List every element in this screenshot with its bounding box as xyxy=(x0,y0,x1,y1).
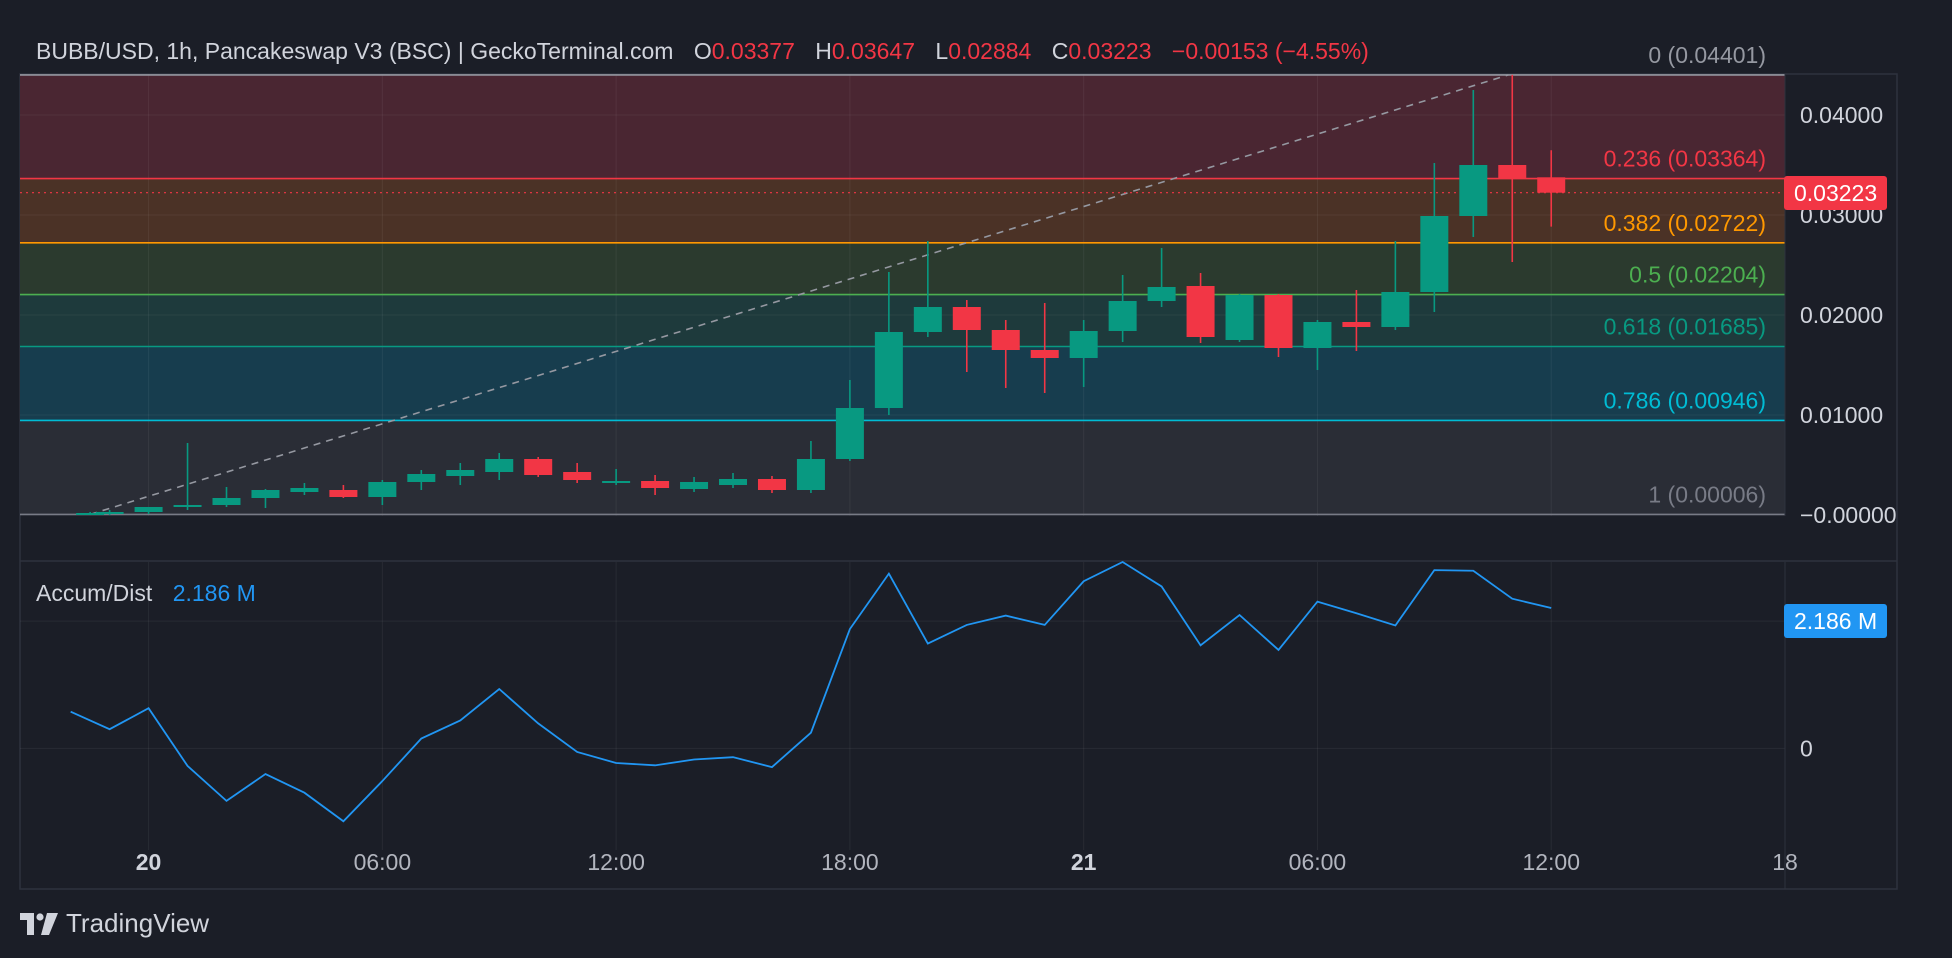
indicator-name: Accum/Dist xyxy=(36,580,153,606)
candle-body xyxy=(134,507,163,512)
time-axis[interactable]: 20 06:00 12:00 18:00 21 06:00 12:00 18 xyxy=(136,849,1798,875)
fib-level-label: 0.618 (0.01685) xyxy=(1604,314,1766,340)
candle-body xyxy=(290,488,319,492)
time-axis-label: 18 xyxy=(1772,849,1798,875)
candle-body xyxy=(680,482,709,489)
candle-body xyxy=(524,459,553,475)
time-axis-label: 21 xyxy=(1071,849,1097,875)
candle-body xyxy=(485,459,514,472)
candle-body xyxy=(1225,295,1254,340)
candle-body xyxy=(1069,331,1098,358)
candle-body xyxy=(602,481,631,483)
candle-body xyxy=(329,490,358,497)
candle-body xyxy=(952,307,981,330)
candle-body xyxy=(796,459,825,490)
time-axis-label: 06:00 xyxy=(354,849,412,875)
candle-body xyxy=(1342,322,1371,327)
indicator-axis-label: 0 xyxy=(1800,735,1813,761)
candle-body xyxy=(212,498,241,505)
price-axis-label: 0.04000 xyxy=(1800,102,1883,128)
open-label: O xyxy=(693,38,712,64)
fib-level-label: 0.5 (0.02204) xyxy=(1629,262,1766,288)
candle-body xyxy=(835,408,864,459)
candle-body xyxy=(1459,165,1488,216)
candle-body xyxy=(757,479,786,490)
candle-body xyxy=(563,472,592,480)
candle-body xyxy=(173,505,202,507)
candle-body xyxy=(1498,165,1527,178)
candle-body xyxy=(1264,295,1293,348)
symbol-title: BUBB/USD, 1h, Pancakeswap V3 (BSC) | Gec… xyxy=(36,38,674,64)
fib-zone xyxy=(20,178,1785,243)
fib-level-label: 0 (0.04401) xyxy=(1648,42,1766,68)
candle-body xyxy=(641,481,670,488)
candle-body xyxy=(1108,301,1137,331)
indicator-value-badge: 2.186 M xyxy=(1784,604,1888,639)
candle-body xyxy=(991,330,1020,350)
high-label: H xyxy=(815,38,832,64)
fib-zone xyxy=(20,420,1785,515)
fib-level-label: 0.236 (0.03364) xyxy=(1604,146,1766,172)
time-axis-label: 06:00 xyxy=(1289,849,1347,875)
close-value: 0.03223 xyxy=(1068,38,1152,64)
price-pane[interactable]: 0 (0.04401) 0.236 (0.03364) 0.382 (0.02722… xyxy=(20,42,1897,562)
candle-body xyxy=(913,307,942,332)
time-axis-label: 18:00 xyxy=(821,849,879,875)
price-axis-label: 0.02000 xyxy=(1800,302,1883,328)
indicator-legend: Accum/Dist 2.186 M xyxy=(36,580,256,607)
candle-body xyxy=(719,479,748,485)
indicator-pane[interactable]: 0 xyxy=(20,560,1813,889)
fib-level-label: 0.382 (0.02722) xyxy=(1604,210,1766,236)
indicator-value: 2.186 M xyxy=(172,580,256,606)
time-axis-label: 12:00 xyxy=(587,849,645,875)
candle-body xyxy=(407,474,436,482)
candle-body xyxy=(76,513,105,515)
candle-body xyxy=(95,512,124,514)
accum-dist-line xyxy=(70,560,1552,823)
low-value: 0.02884 xyxy=(948,38,1032,64)
time-axis-label: 12:00 xyxy=(1522,849,1580,875)
open-value: 0.03377 xyxy=(711,38,795,64)
price-change: −0.00153 (−4.55%) xyxy=(1171,38,1369,64)
low-label: L xyxy=(935,38,949,64)
last-price-badge: 0.03223 xyxy=(1784,175,1888,210)
fib-zone xyxy=(20,242,1785,295)
high-value: 0.03647 xyxy=(831,38,916,64)
fib-trend-line xyxy=(89,74,1509,516)
chart-legend: BUBB/USD, 1h, Pancakeswap V3 (BSC) | Gec… xyxy=(36,38,1369,65)
candle-body xyxy=(874,332,903,408)
tradingview-brand[interactable]: TradingView xyxy=(20,908,209,939)
candle-body xyxy=(1303,322,1332,348)
candle-body xyxy=(446,470,475,476)
price-axis-label: 0.01000 xyxy=(1800,402,1883,428)
candle-body xyxy=(1420,216,1449,292)
candle-body xyxy=(1381,292,1410,327)
candle-body xyxy=(368,482,397,497)
close-label: C xyxy=(1051,38,1069,64)
candle-body xyxy=(251,490,280,498)
fib-zone xyxy=(20,74,1785,179)
fib-level-label: 0.786 (0.00946) xyxy=(1604,387,1766,413)
candle-body xyxy=(1030,350,1059,358)
brand-name: TradingView xyxy=(66,908,210,938)
time-axis-label: 20 xyxy=(136,849,162,875)
candle-body xyxy=(1186,286,1215,337)
tradingview-logo-icon xyxy=(20,912,58,935)
candle-body xyxy=(1537,177,1566,193)
fib-level-label: 1 (0.00006) xyxy=(1648,481,1766,507)
candle-body xyxy=(1147,287,1176,301)
price-axis-label: −0.00000 xyxy=(1800,502,1897,528)
